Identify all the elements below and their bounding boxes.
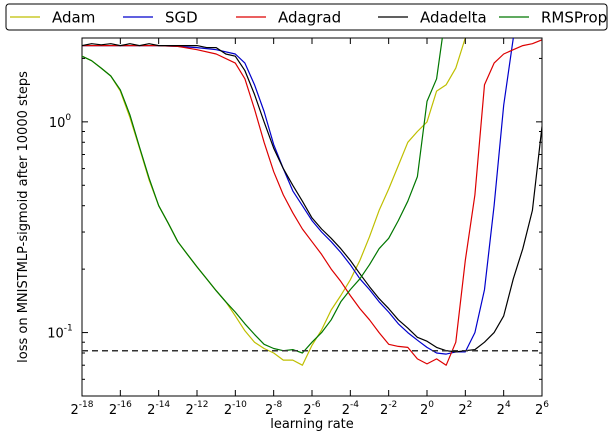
y-axis-label: loss on MNISTMLP-sigmoid after 10000 ste… — [16, 71, 31, 363]
series-layer — [82, 38, 542, 366]
series-line-sgd — [82, 38, 514, 355]
x-tick-label: 2-14 — [147, 400, 170, 418]
x-axis-label: learning rate — [270, 417, 354, 432]
legend-label-sgd: SGD — [165, 9, 198, 27]
y-tick-label: 100 — [49, 113, 72, 131]
x-axis-ticks: 2-18 2-16 2-14 2-12 2-10 2-8 2-6 2-4 2-2 20 22 24 26 — [71, 38, 549, 418]
x-tick-label: 2-4 — [342, 400, 360, 418]
x-tick-label: 2-16 — [109, 400, 132, 418]
y-axis-ticks: 100 10-1 — [47, 57, 542, 397]
x-tick-label: 22 — [458, 400, 472, 418]
x-tick-label: 26 — [535, 400, 549, 418]
x-tick-label: 2-18 — [71, 400, 94, 418]
x-tick-label: 2-2 — [380, 400, 397, 418]
legend-label-adadelta: Adadelta — [420, 9, 487, 27]
series-line-adagrad — [82, 39, 542, 366]
x-tick-label: 2-6 — [303, 400, 321, 418]
x-tick-label: 2-8 — [265, 400, 283, 418]
legend-label-rmsprop: RMSProp — [541, 9, 607, 27]
x-tick-label: 24 — [497, 400, 511, 418]
x-tick-label: 20 — [420, 400, 434, 418]
legend-label-adam: Adam — [52, 9, 95, 27]
legend-box — [5, 3, 608, 31]
x-tick-label: 2-12 — [186, 400, 209, 418]
series-line-adadelta — [82, 43, 542, 353]
series-line-rmsprop — [82, 38, 443, 354]
legend-label-adagrad: Adagrad — [278, 9, 341, 27]
y-tick-label: 10-1 — [47, 324, 73, 342]
legend: Adam SGD Adagrad Adadelta RMSProp — [5, 3, 608, 31]
x-tick-label: 2-10 — [224, 400, 247, 418]
